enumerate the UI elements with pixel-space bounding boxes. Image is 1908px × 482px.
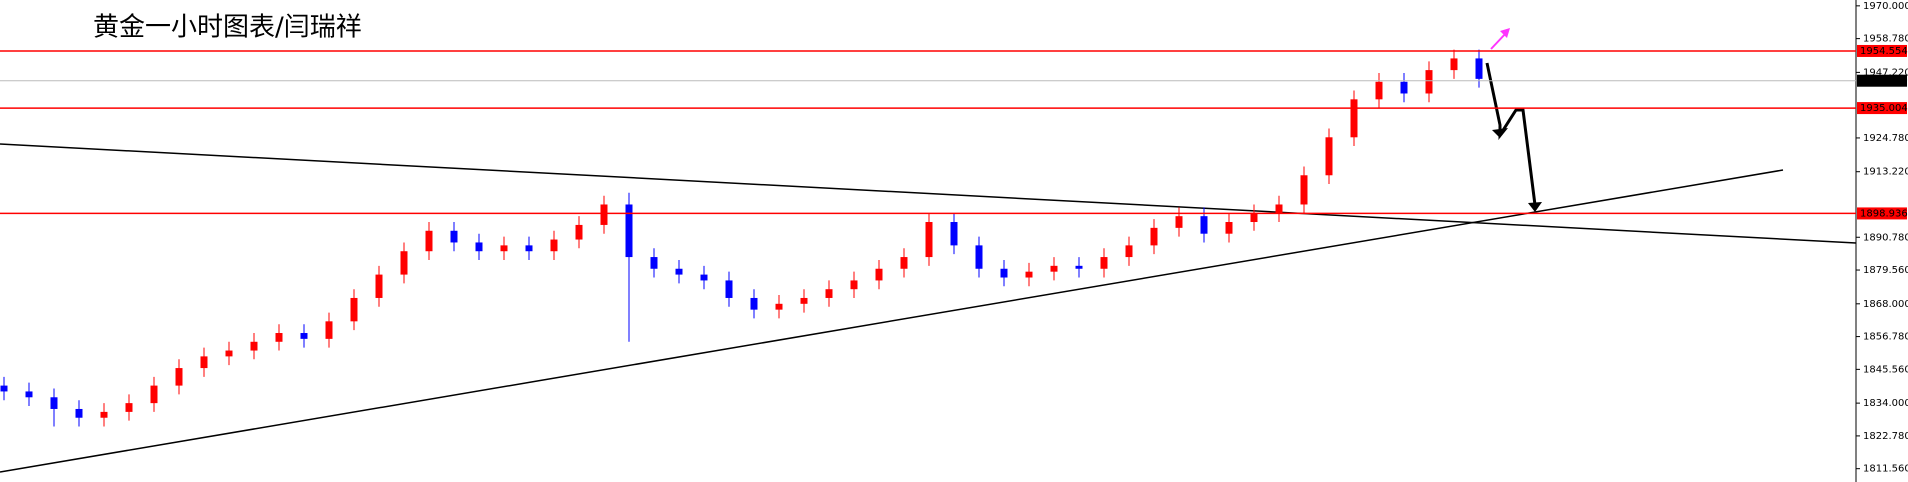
candle-body <box>1450 58 1458 71</box>
y-tick-label: 1958.780 <box>1863 34 1908 45</box>
candle-body <box>600 204 608 225</box>
trend-line <box>0 143 1857 244</box>
chart-title: 黄金一小时图表/闫瑞祥 <box>93 13 362 43</box>
candle-body <box>50 397 58 409</box>
candle-body <box>325 321 333 339</box>
candle-body <box>1250 213 1258 223</box>
candle-body <box>250 341 258 351</box>
candle-body <box>350 297 358 322</box>
candle-body <box>700 274 708 281</box>
candle-body <box>0 385 8 392</box>
candle-body <box>575 224 583 240</box>
candle-body <box>475 242 483 252</box>
candle-body <box>975 245 983 269</box>
candle-body <box>175 368 183 386</box>
candle-body <box>1100 257 1108 269</box>
candle-body <box>900 257 908 269</box>
candle-body <box>1050 265 1058 272</box>
y-tick-label: 1913.220 <box>1863 167 1908 178</box>
candle-body <box>875 268 883 281</box>
y-tick-label: 1879.560 <box>1863 265 1908 276</box>
arrow-head <box>1500 28 1510 38</box>
level-label-box <box>1857 207 1907 220</box>
candle-body <box>500 245 508 252</box>
candle-body <box>400 251 408 275</box>
arrow-head <box>1528 202 1542 212</box>
candle-body <box>150 385 158 404</box>
candle-body <box>950 222 958 246</box>
y-tick-label: 1868.000 <box>1863 299 1908 310</box>
candle-body <box>275 333 283 342</box>
level-label: 1898.936 <box>1860 208 1908 219</box>
level-label: 1935.004 <box>1860 103 1908 114</box>
candle-body <box>1150 227 1158 246</box>
candle-body <box>425 230 433 252</box>
candle-body <box>100 411 108 418</box>
candle-body <box>75 408 83 418</box>
candle-body <box>1275 204 1283 214</box>
y-tick-label: 1856.780 <box>1863 332 1908 343</box>
candle-body <box>1400 81 1408 94</box>
y-tick-label: 1947.220 <box>1863 67 1908 78</box>
level-label-box <box>1857 44 1907 57</box>
candle-body <box>650 257 658 269</box>
candle-body <box>725 280 733 298</box>
candle-body <box>1225 222 1233 234</box>
trend-line <box>0 169 1784 473</box>
candle-body <box>1175 216 1183 228</box>
candle-body <box>775 303 783 310</box>
candle-body <box>550 239 558 252</box>
candle-body <box>675 268 683 275</box>
candle-body <box>1300 175 1308 205</box>
y-tick-label: 1924.780 <box>1863 133 1908 144</box>
candle-body <box>125 403 133 412</box>
candle-body <box>850 280 858 290</box>
candle-body <box>375 274 383 298</box>
y-tick-label: 1822.780 <box>1863 431 1908 442</box>
candle-body <box>1425 70 1433 94</box>
arrow-head <box>1492 128 1508 138</box>
current-price-label: 1944.370 <box>1860 76 1908 87</box>
candle-body <box>1025 271 1033 278</box>
candle-body <box>1475 58 1483 79</box>
candle-body <box>750 297 758 310</box>
candle-body <box>1200 216 1208 234</box>
candle-body <box>800 297 808 304</box>
candle-body <box>200 356 208 369</box>
candle-body <box>1325 137 1333 176</box>
candle-body <box>1000 268 1008 278</box>
candle-body <box>1375 81 1383 100</box>
forecast-arrow <box>1485 62 1537 206</box>
current-price-box <box>1857 74 1907 87</box>
y-tick-label: 1890.780 <box>1863 232 1908 243</box>
candle-body <box>525 245 533 252</box>
candle-body <box>450 230 458 243</box>
candle-body <box>1075 265 1083 269</box>
candle-body <box>1125 245 1133 258</box>
candle-body <box>225 350 233 357</box>
candle-body <box>1350 99 1358 138</box>
level-label-box <box>1857 102 1907 115</box>
y-tick-label: 1811.560 <box>1863 464 1908 475</box>
y-tick-label: 1834.000 <box>1863 398 1908 409</box>
level-label: 1954.554 <box>1860 46 1908 57</box>
candle-body <box>300 333 308 339</box>
y-tick-label: 1845.560 <box>1863 364 1908 375</box>
candle-body <box>625 204 633 258</box>
candle-body <box>25 391 33 398</box>
candle-body <box>925 222 933 258</box>
candle-body <box>825 289 833 298</box>
y-tick-label: 1970.000 <box>1863 1 1908 12</box>
